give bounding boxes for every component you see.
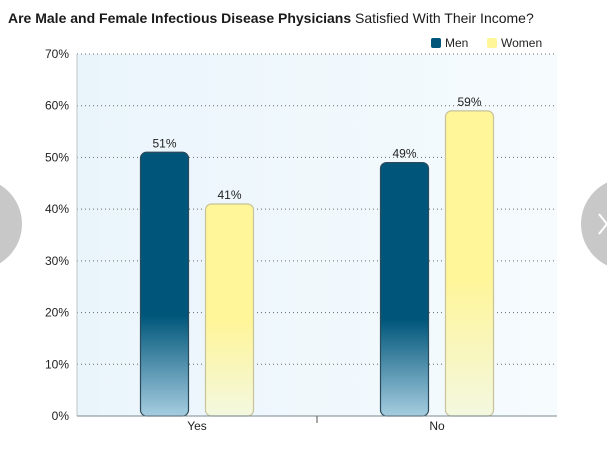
data-label: 51% — [152, 136, 176, 150]
y-tick-label: 50% — [45, 150, 69, 164]
chevron-left-icon — [0, 184, 22, 264]
bar-men-yes — [139, 151, 190, 417]
y-tick-label: 40% — [45, 202, 69, 216]
x-tick-label: No — [429, 419, 445, 433]
y-tick-label: 60% — [45, 99, 69, 113]
next-slide-button[interactable] — [579, 178, 607, 270]
legend-swatch-women — [487, 38, 497, 48]
y-tick-label: 10% — [45, 357, 69, 371]
chart-title-normal: Satisfied With Their Income? — [355, 10, 534, 26]
bar-women-yes — [204, 203, 255, 417]
chart-title: Are Male and Female Infectious Disease P… — [8, 10, 534, 26]
legend: Men Women — [431, 36, 542, 50]
legend-label: Women — [501, 36, 542, 50]
x-tick-label: Yes — [187, 419, 207, 433]
bar-men-no — [379, 162, 430, 417]
y-tick-label: 70% — [45, 47, 69, 61]
data-label: 49% — [392, 147, 416, 161]
chart-title-bold: Are Male and Female Infectious Disease P… — [8, 10, 352, 26]
data-label: 59% — [457, 95, 481, 109]
chevron-right-icon — [581, 182, 607, 266]
legend-label: Men — [445, 36, 468, 50]
legend-swatch-men — [431, 38, 441, 48]
y-tick-label: 20% — [45, 306, 69, 320]
bars: 51% 41% 49% 59% — [139, 95, 495, 417]
x-axis: Yes No — [77, 415, 557, 433]
prev-slide-button[interactable] — [0, 178, 24, 270]
y-tick-label: 0% — [52, 409, 70, 423]
y-tick-label: 30% — [45, 254, 69, 268]
y-axis-ticks: 0% 10% 20% 30% 40% 50% 60% 70% — [45, 47, 78, 423]
data-label: 41% — [217, 188, 241, 202]
bar-women-no — [444, 110, 495, 417]
